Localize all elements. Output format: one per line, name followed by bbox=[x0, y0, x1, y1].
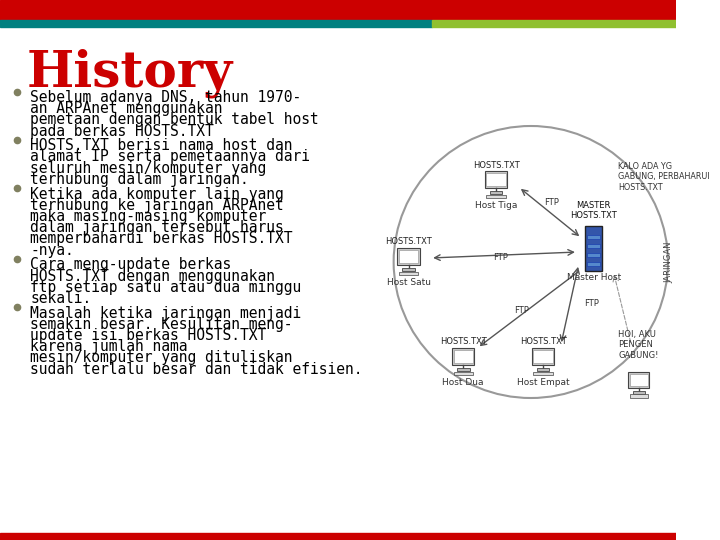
Text: sudah terlalu besar dan tidak efisien.: sudah terlalu besar dan tidak efisien. bbox=[30, 362, 363, 376]
Text: pada berkas HOSTS.TXT: pada berkas HOSTS.TXT bbox=[30, 124, 214, 139]
Bar bbox=[536, 368, 549, 371]
Text: HOSTS.TXT: HOSTS.TXT bbox=[520, 338, 567, 347]
Text: MASTER
HOSTS.TXT: MASTER HOSTS.TXT bbox=[570, 200, 617, 220]
Bar bbox=[490, 191, 503, 194]
Text: Host Satu: Host Satu bbox=[387, 278, 431, 287]
Text: JARINGAN: JARINGAN bbox=[665, 241, 673, 283]
Text: karena jumlah nama: karena jumlah nama bbox=[30, 339, 188, 354]
Bar bbox=[485, 171, 507, 188]
Text: Host Tiga: Host Tiga bbox=[475, 201, 517, 210]
Text: HOSTS.TXT: HOSTS.TXT bbox=[472, 160, 519, 170]
Text: Sebelum adanya DNS, tahun 1970-: Sebelum adanya DNS, tahun 1970- bbox=[30, 90, 301, 105]
Text: seluruh mesin/komputer yang: seluruh mesin/komputer yang bbox=[30, 161, 266, 176]
Text: HOSTS.TXT berisi nama host dan: HOSTS.TXT berisi nama host dan bbox=[30, 138, 292, 153]
Text: semakin besar. Kesulitan meng-: semakin besar. Kesulitan meng- bbox=[30, 317, 292, 332]
Text: FTP: FTP bbox=[514, 306, 529, 315]
Bar bbox=[402, 268, 415, 271]
Text: KALO ADA YG
GABUNG, PERBAHARUI
HOSTS.TXT: KALO ADA YG GABUNG, PERBAHARUI HOSTS.TXT bbox=[618, 162, 710, 192]
Text: sekali.: sekali. bbox=[30, 291, 91, 306]
Bar bbox=[585, 226, 602, 271]
Text: dalam jaringan tersebut harus: dalam jaringan tersebut harus bbox=[30, 220, 284, 235]
Bar bbox=[452, 348, 474, 365]
Bar bbox=[454, 350, 473, 363]
Text: FTP: FTP bbox=[544, 198, 559, 207]
Text: update isi berkas HOSTS.TXT: update isi berkas HOSTS.TXT bbox=[30, 328, 266, 343]
Bar bbox=[454, 372, 473, 375]
Bar bbox=[630, 394, 648, 397]
Text: HOSTS.TXT: HOSTS.TXT bbox=[385, 238, 432, 246]
Text: an ARPAnet menggunakan: an ARPAnet menggunakan bbox=[30, 101, 222, 116]
Text: HOSTS.TXT: HOSTS.TXT bbox=[440, 338, 487, 347]
Text: memperbaharui berkas HOSTS.TXT: memperbaharui berkas HOSTS.TXT bbox=[30, 232, 292, 246]
Text: Host Dua: Host Dua bbox=[442, 378, 484, 387]
Bar bbox=[588, 245, 600, 248]
Text: Ketika ada komputer lain yang: Ketika ada komputer lain yang bbox=[30, 187, 284, 201]
Text: Host Empat: Host Empat bbox=[517, 378, 570, 387]
Bar bbox=[397, 248, 420, 265]
Bar bbox=[0, 533, 676, 540]
Text: FTP: FTP bbox=[585, 299, 599, 308]
Text: mesin/komputer yang dituliskan: mesin/komputer yang dituliskan bbox=[30, 350, 292, 366]
Text: Cara meng-update berkas: Cara meng-update berkas bbox=[30, 257, 231, 272]
Text: alamat IP serta pemetaannya dari: alamat IP serta pemetaannya dari bbox=[30, 150, 310, 165]
Text: terhubung dalam jaringan.: terhubung dalam jaringan. bbox=[30, 172, 249, 187]
Text: History: History bbox=[27, 48, 233, 98]
Bar bbox=[0, 20, 432, 27]
Bar bbox=[532, 348, 554, 365]
Text: -nya.: -nya. bbox=[30, 242, 74, 258]
Bar bbox=[633, 391, 645, 394]
Bar bbox=[456, 368, 469, 371]
Text: Masalah ketika jaringan menjadi: Masalah ketika jaringan menjadi bbox=[30, 306, 301, 321]
Bar bbox=[630, 374, 648, 386]
Bar bbox=[487, 195, 505, 198]
Text: HOI, AKU
PENGEN
GABUNG!: HOI, AKU PENGEN GABUNG! bbox=[618, 330, 659, 360]
Text: pemetaan dengan bentuk tabel host: pemetaan dengan bentuk tabel host bbox=[30, 112, 319, 127]
Text: terhubung ke jaringan ARPAnet: terhubung ke jaringan ARPAnet bbox=[30, 198, 284, 213]
Bar bbox=[399, 272, 418, 275]
Text: maka masing-masing komputer: maka masing-masing komputer bbox=[30, 209, 266, 224]
Bar bbox=[588, 253, 600, 257]
Text: ftp setiap satu atau dua minggu: ftp setiap satu atau dua minggu bbox=[30, 280, 301, 295]
Text: HOSTS.TXT dengan menggunakan: HOSTS.TXT dengan menggunakan bbox=[30, 268, 275, 284]
Bar bbox=[629, 372, 649, 388]
Bar bbox=[399, 250, 418, 263]
Text: Master Host: Master Host bbox=[567, 273, 621, 281]
Bar bbox=[588, 262, 600, 266]
Bar bbox=[534, 350, 553, 363]
Bar bbox=[432, 20, 676, 27]
Bar bbox=[487, 173, 505, 186]
Bar bbox=[534, 372, 553, 375]
Bar bbox=[0, 0, 676, 20]
Bar bbox=[588, 235, 600, 239]
Text: FTP: FTP bbox=[493, 253, 508, 262]
Ellipse shape bbox=[394, 126, 668, 398]
